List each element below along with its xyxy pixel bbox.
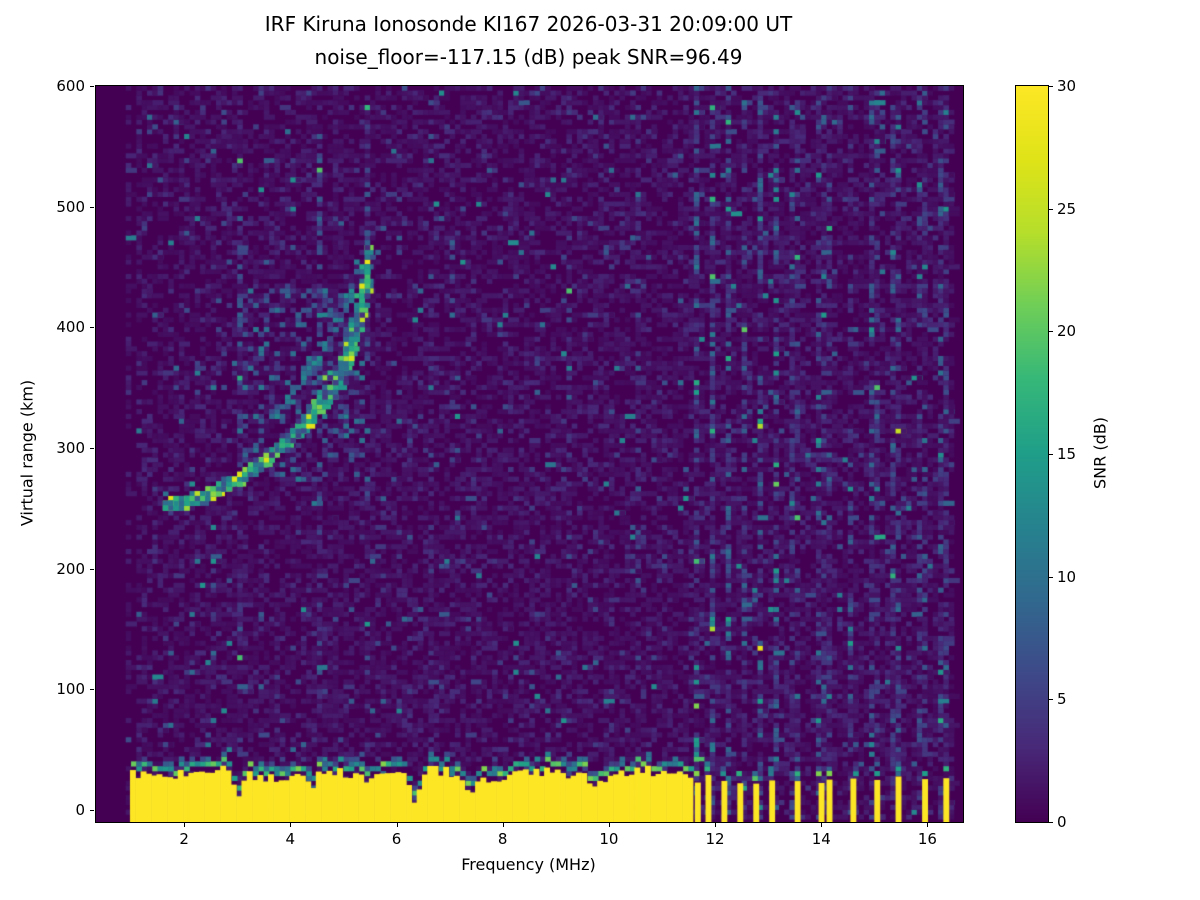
chart-title-line2: noise_floor=-117.15 (dB) peak SNR=96.49 xyxy=(314,45,743,69)
y-tick-label: 300 xyxy=(56,438,85,457)
colorbar xyxy=(1015,85,1049,823)
y-tick-mark xyxy=(90,86,94,87)
y-tick-mark xyxy=(90,327,94,329)
plot-area xyxy=(95,85,964,823)
colorbar-tick-mark xyxy=(1049,699,1053,701)
x-tick-label: 14 xyxy=(811,830,831,848)
x-tick-mark xyxy=(184,823,186,827)
colorbar-tick-label: 30 xyxy=(1057,77,1077,95)
y-tick-label: 200 xyxy=(56,559,85,578)
colorbar-tick-mark xyxy=(1049,454,1053,455)
x-tick-mark xyxy=(821,823,823,827)
colorbar-tick-label: 0 xyxy=(1057,813,1067,831)
y-tick-mark xyxy=(90,206,94,208)
colorbar-tick-mark xyxy=(1049,208,1053,210)
x-tick-label: 6 xyxy=(391,830,402,848)
y-tick-mark xyxy=(90,689,94,691)
x-tick-mark xyxy=(608,823,610,827)
y-tick-label: 0 xyxy=(75,800,85,819)
x-tick-mark xyxy=(927,823,929,827)
x-tick-mark xyxy=(396,823,398,827)
colorbar-tick-mark xyxy=(1049,822,1053,823)
colorbar-tick-mark xyxy=(1049,331,1053,333)
colorbar-tick-label: 15 xyxy=(1057,445,1077,463)
y-tick-label: 100 xyxy=(56,680,85,699)
chart-title: IRF Kiruna Ionosonde KI167 2026-03-31 20… xyxy=(95,8,962,74)
chart-title-line1: IRF Kiruna Ionosonde KI167 2026-03-31 20… xyxy=(264,12,793,36)
x-tick-mark xyxy=(502,823,504,827)
y-axis-label: Virtual range (km) xyxy=(17,379,37,527)
colorbar-tick-label: 10 xyxy=(1057,567,1077,586)
x-tick-label: 2 xyxy=(179,830,189,848)
x-axis-label: Frequency (MHz) xyxy=(461,855,596,874)
colorbar-tick-mark xyxy=(1049,576,1053,578)
y-tick-label: 600 xyxy=(56,77,85,95)
colorbar-tick-label: 20 xyxy=(1057,322,1077,341)
x-tick-label: 8 xyxy=(497,830,508,848)
y-tick-mark xyxy=(90,568,94,570)
x-tick-mark xyxy=(715,823,717,827)
y-tick-label: 400 xyxy=(56,318,85,337)
x-tick-label: 12 xyxy=(705,830,725,848)
colorbar-canvas xyxy=(1016,86,1048,822)
colorbar-tick-mark xyxy=(1049,86,1053,87)
y-tick-mark xyxy=(90,809,94,811)
colorbar-tick-label: 25 xyxy=(1057,199,1077,218)
y-tick-mark xyxy=(90,447,94,449)
x-tick-label: 16 xyxy=(917,830,937,848)
colorbar-tick-label: 5 xyxy=(1057,690,1067,709)
colorbar-label: SNR (dB) xyxy=(1090,417,1110,489)
heatmap-canvas xyxy=(96,86,963,822)
x-tick-mark xyxy=(290,823,292,827)
x-tick-label: 4 xyxy=(285,830,296,848)
y-tick-label: 500 xyxy=(56,197,85,216)
x-tick-label: 10 xyxy=(599,830,619,848)
